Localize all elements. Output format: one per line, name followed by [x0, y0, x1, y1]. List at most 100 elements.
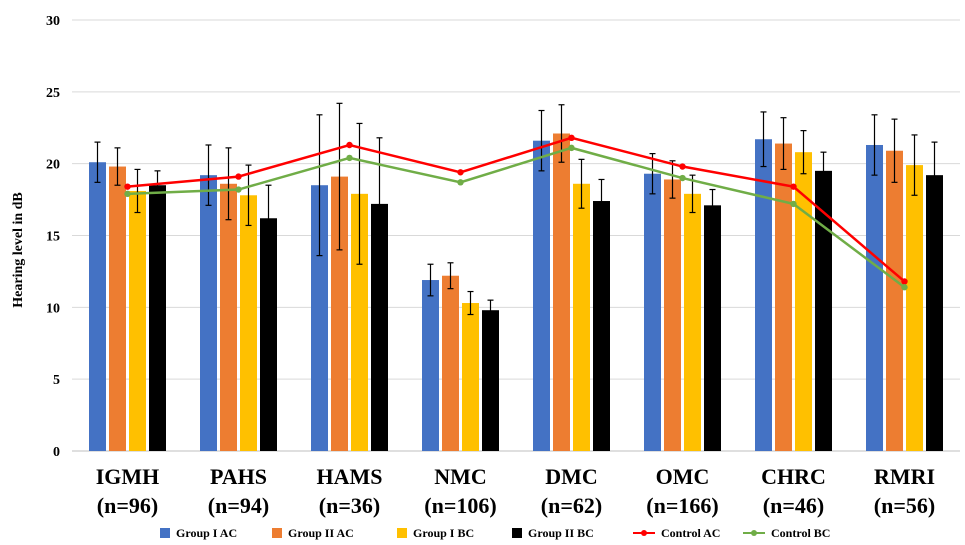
line-point [124, 190, 131, 198]
bar [533, 140, 550, 451]
bar [200, 175, 217, 451]
legend-item: Group I BC [397, 526, 474, 540]
bar [664, 179, 681, 451]
error-bar [669, 160, 676, 199]
line-point [346, 154, 353, 162]
bar [482, 310, 499, 451]
legend-label: Group II BC [528, 526, 594, 540]
x-tick-sample-size: (n=96) [97, 493, 158, 518]
bar [260, 218, 277, 451]
line-point [124, 183, 131, 190]
bar [89, 162, 106, 452]
line-point [235, 186, 242, 193]
y-axis-label: Hearing level in dB [11, 192, 26, 308]
error-bar [447, 262, 454, 290]
error-bar [316, 114, 323, 257]
bar [684, 193, 701, 451]
error-bar [891, 118, 898, 183]
bar [866, 144, 883, 452]
legend-label: Group I BC [413, 526, 474, 540]
bar [704, 205, 721, 451]
line-point [457, 179, 464, 186]
x-tick-label: OMC [656, 464, 710, 489]
bar [462, 303, 479, 451]
line-point [679, 163, 686, 170]
error-bar [94, 141, 101, 183]
y-tick-label: 0 [53, 445, 60, 460]
y-axis-ticks: 0 5 10 15 20 25 30 [46, 14, 60, 460]
bar [240, 195, 257, 451]
x-tick-sample-size: (n=56) [874, 493, 935, 518]
x-tick-label: NMC [434, 464, 487, 489]
line-point [901, 278, 908, 285]
bar [886, 150, 903, 451]
error-bar [538, 109, 545, 172]
error-bar [225, 147, 232, 221]
legend-label: Control AC [661, 526, 720, 540]
bar [573, 183, 590, 451]
legend-swatch [160, 528, 170, 538]
legend-item: Control BC [743, 526, 830, 540]
error-bar [558, 104, 565, 163]
x-tick-sample-size: (n=36) [319, 493, 380, 518]
x-tick-label: RMRI [874, 464, 935, 489]
bar [422, 280, 439, 451]
control-lines [124, 134, 908, 291]
error-bar [114, 147, 121, 186]
legend-label: Control BC [771, 526, 830, 540]
bars [89, 133, 943, 452]
error-bar [709, 188, 716, 222]
bar [775, 143, 792, 451]
y-tick-label: 25 [46, 86, 60, 101]
error-bar [649, 153, 656, 195]
error-bar [134, 168, 141, 214]
x-tick-sample-size: (n=106) [424, 493, 496, 518]
legend-label: Group II AC [288, 526, 354, 540]
legend-item: Group I AC [160, 526, 237, 540]
line-point [568, 134, 575, 142]
line-point [457, 169, 464, 176]
series-line [127, 146, 906, 289]
y-tick-label: 20 [46, 158, 60, 173]
error-bar [376, 137, 383, 271]
bar [109, 166, 126, 452]
x-tick-sample-size: (n=94) [208, 493, 269, 518]
x-tick-sample-size: (n=62) [541, 493, 602, 518]
error-bar [598, 178, 605, 224]
error-bar [578, 158, 585, 209]
bar [442, 275, 459, 451]
error-bar [205, 144, 212, 206]
legend-swatch [397, 528, 407, 538]
line-point [790, 200, 797, 208]
line-point [679, 174, 686, 182]
bar [553, 133, 570, 451]
error-bar [780, 117, 787, 171]
line-point [790, 183, 797, 190]
bar [815, 170, 832, 451]
bar [906, 165, 923, 451]
x-tick-label: PAHS [210, 464, 267, 489]
error-bar [265, 184, 272, 252]
bar [331, 176, 348, 451]
legend-swatch [272, 528, 282, 538]
error-bar [154, 170, 161, 201]
legend-label: Group I AC [176, 526, 237, 540]
error-bar [871, 114, 878, 176]
bar [371, 203, 388, 451]
y-tick-label: 5 [53, 373, 60, 388]
bar [311, 185, 328, 451]
y-tick-label: 10 [46, 301, 60, 316]
bar [593, 201, 610, 451]
bar [755, 139, 772, 451]
x-axis-labels: IGMH (n=96) PAHS (n=94) HAMS (n=36) NMC (n=106)… [96, 464, 936, 518]
error-bars [94, 102, 938, 321]
bar [926, 175, 943, 451]
x-tick-label: IGMH [96, 464, 160, 489]
x-tick-sample-size: (n=46) [763, 493, 824, 518]
legend-item: Group II AC [272, 526, 354, 540]
legend-marker [751, 530, 757, 536]
x-tick-sample-size: (n=166) [646, 493, 718, 518]
error-bar [760, 111, 767, 168]
x-tick-label: CHRC [761, 464, 826, 489]
